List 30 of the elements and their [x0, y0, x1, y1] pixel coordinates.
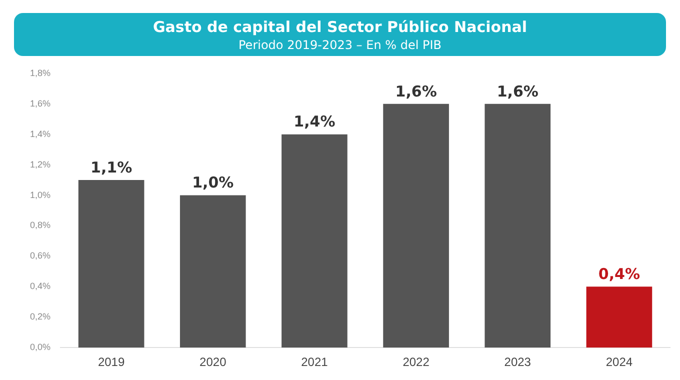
x-tick-label: 2024	[606, 355, 633, 370]
y-tick-label: 1,4%	[30, 128, 51, 139]
y-tick-label: 0,6%	[30, 250, 51, 261]
bar	[586, 286, 652, 348]
y-tick-label: 0,4%	[30, 281, 51, 292]
bar	[282, 134, 348, 348]
bar	[78, 180, 144, 348]
y-tick-label: 1,2%	[30, 159, 51, 170]
y-tick-label: 1,6%	[30, 98, 51, 108]
x-tick-label: 2020	[200, 355, 227, 370]
data-label: 1,6%	[496, 82, 538, 100]
y-tick-label: 1,0%	[30, 190, 51, 200]
chart-title: Gasto de capital del Sector Público Nacional	[152, 18, 528, 36]
data-label: 0,4%	[598, 265, 640, 284]
data-label: 1,1%	[90, 158, 132, 176]
x-tick-label: 2019	[98, 355, 125, 370]
x-tick-label: 2022	[402, 355, 430, 370]
y-tick-label: 0,2%	[30, 312, 51, 322]
bar	[383, 104, 449, 348]
bar	[180, 195, 246, 348]
x-tick-label: 2021	[301, 355, 328, 370]
x-tick-label: 2023	[504, 355, 532, 370]
y-tick-label: 0,8%	[30, 220, 51, 230]
y-tick-label: 0,0%	[30, 342, 51, 352]
data-label: 1,0%	[192, 174, 234, 192]
data-label: 1,6%	[395, 82, 437, 100]
bar	[484, 104, 551, 348]
data-label: 1,4%	[294, 112, 336, 131]
y-tick-label: 1,8%	[30, 68, 51, 78]
chart-subtitle: Periodo 2019-2023 – En % del PIB	[238, 38, 442, 52]
